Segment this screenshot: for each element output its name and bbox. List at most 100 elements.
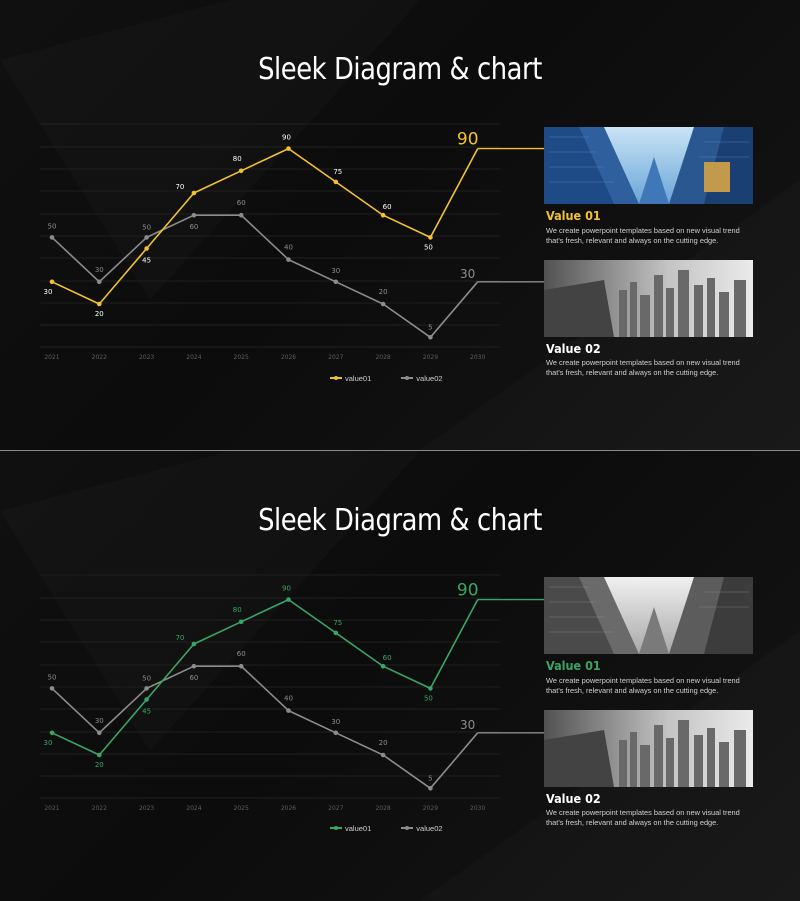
series-value02: 50 30 50 60 60 40 30 20 5 30 (48, 199, 544, 340)
data-label: 5 (428, 774, 432, 782)
x-tick-label: 2027 (328, 354, 343, 361)
legend-item-value01: value01 (330, 824, 371, 833)
x-tick-label: 2021 (44, 354, 59, 361)
data-point (191, 190, 197, 196)
data-point (238, 619, 244, 625)
slide-1: Sleek Diagram & chart 50 30 50 60 60 40 30 20 5 3… (0, 0, 800, 450)
x-tick-label: 2029 (423, 805, 438, 812)
data-point (97, 301, 102, 307)
value1-description: We create powerpoint templates based on … (546, 676, 740, 695)
data-point (286, 708, 291, 713)
x-tick-label: 2024 (186, 354, 201, 361)
series-line (51, 147, 479, 305)
data-label: 50 (142, 674, 151, 682)
grid-lines (40, 123, 500, 348)
data-label: 40 (284, 695, 293, 703)
data-label: 60 (383, 203, 392, 211)
x-tick-label: 2022 (92, 354, 107, 361)
value2-title: Value 02 (546, 341, 601, 356)
data-label: 20 (95, 761, 104, 769)
value2-title: Value 02 (546, 791, 601, 806)
data-label: 30 (44, 739, 53, 747)
data-label: 60 (383, 654, 392, 662)
data-point (49, 686, 55, 691)
data-label: 75 (333, 619, 342, 627)
slide-2: Sleek Diagram & chart 50 30 50 60 60 40 30 20 5 3… (0, 451, 800, 901)
value1-title: Value 01 (546, 208, 601, 223)
series-value01: 30 20 45 70 80 90 75 60 50 90 (44, 581, 544, 769)
legend-label: value01 (345, 823, 372, 833)
data-label: 45 (142, 257, 151, 265)
data-point (49, 235, 55, 240)
data-point (49, 279, 55, 285)
data-point (49, 730, 55, 736)
value1-photo (544, 577, 753, 654)
value1-title: Value 01 (546, 658, 601, 673)
page-title: Sleek Diagram & chart (258, 503, 542, 538)
data-point (191, 663, 197, 669)
x-tick-label: 2028 (375, 354, 390, 361)
data-point (333, 630, 339, 636)
slide-divider (0, 450, 800, 451)
data-point (144, 246, 149, 251)
line-chart: 50 30 50 60 60 40 30 20 5 30 30 20 45 70 80 90 75 60 50 90 2… (40, 574, 544, 812)
data-label: 75 (333, 168, 342, 176)
x-axis-ticks: 2021 2022 2023 2024 2025 2026 2027 2028 2029 2030 (44, 354, 485, 361)
end-value-label: 90 (457, 581, 479, 601)
grid-lines (40, 574, 500, 799)
data-label: 80 (233, 155, 242, 163)
data-point (428, 686, 433, 691)
legend-label: value02 (416, 823, 443, 833)
value2-photo (544, 260, 753, 337)
series-value01: 30 20 45 70 80 90 75 60 50 90 (44, 130, 544, 318)
data-point (191, 641, 197, 647)
x-tick-label: 2025 (234, 805, 249, 812)
data-label: 30 (95, 266, 104, 274)
x-axis-ticks: 2021 2022 2023 2024 2025 2026 2027 2028 2029 2030 (44, 805, 485, 812)
series-line (51, 214, 479, 339)
x-tick-label: 2021 (44, 805, 59, 812)
data-point (428, 335, 433, 340)
legend-item-value02: value02 (401, 823, 443, 833)
legend-item-value02: value02 (401, 374, 443, 383)
x-tick-label: 2024 (186, 805, 201, 812)
data-point (333, 730, 339, 736)
x-tick-label: 2023 (139, 354, 154, 361)
data-label: 30 (44, 288, 53, 296)
data-point (380, 212, 386, 218)
data-point (97, 752, 102, 758)
data-point (238, 168, 244, 174)
end-value-label: 30 (460, 718, 475, 732)
data-label: 20 (95, 310, 104, 318)
x-tick-label: 2030 (470, 805, 485, 812)
page-title: Sleek Diagram & chart (258, 52, 542, 87)
data-label: 20 (379, 739, 388, 747)
data-point (286, 146, 291, 151)
legend-swatch (330, 826, 342, 830)
x-tick-label: 2026 (281, 805, 296, 812)
data-label: 60 (189, 674, 198, 682)
data-point (428, 786, 433, 791)
value2-photo (544, 710, 753, 787)
data-point (380, 301, 386, 307)
legend-label: value01 (345, 373, 372, 383)
data-label: 50 (424, 243, 433, 251)
data-point (144, 235, 149, 240)
data-label: 30 (95, 717, 104, 725)
data-point (238, 212, 244, 218)
data-label: 80 (233, 606, 242, 614)
legend-swatch (401, 826, 414, 830)
series-line (51, 598, 479, 756)
x-tick-label: 2023 (139, 805, 154, 812)
legend-swatch (330, 376, 342, 380)
data-point (380, 663, 386, 669)
x-tick-label: 2025 (234, 354, 249, 361)
data-point (97, 730, 102, 736)
data-label: 50 (48, 673, 57, 681)
data-point (286, 597, 291, 602)
x-tick-label: 2030 (470, 354, 485, 361)
data-label: 60 (237, 199, 246, 207)
value2-description: We create powerpoint templates based on … (546, 808, 740, 827)
value1-description: We create powerpoint templates based on … (546, 226, 740, 245)
data-point (380, 752, 386, 758)
